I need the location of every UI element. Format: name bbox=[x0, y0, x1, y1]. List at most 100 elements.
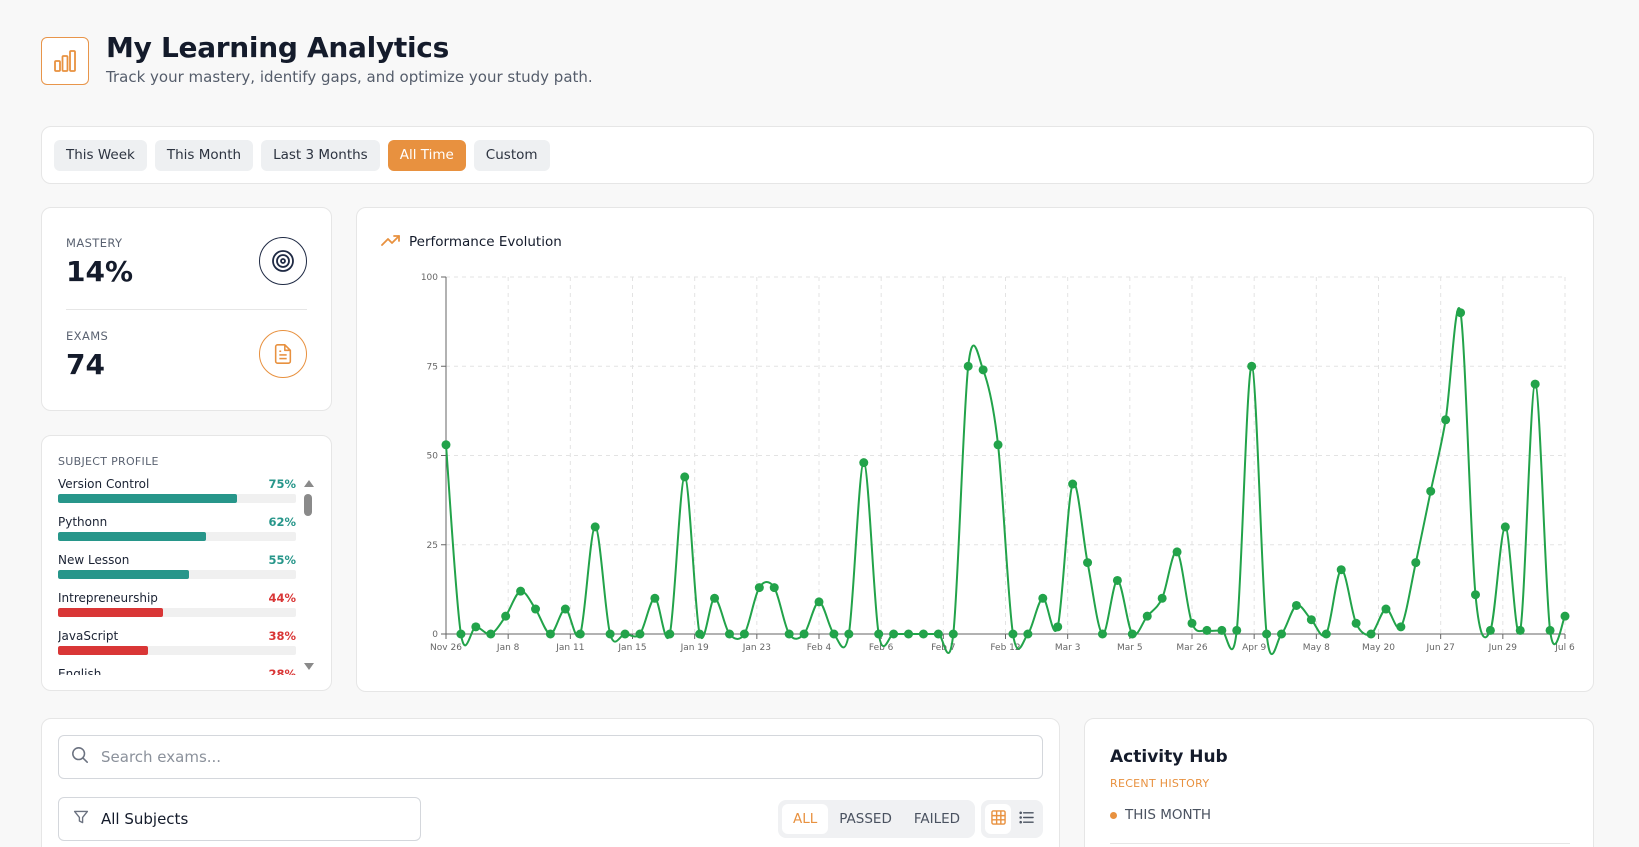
list-icon bbox=[1018, 810, 1034, 829]
subject-percent: 75% bbox=[268, 477, 296, 491]
subject-item: English 28% bbox=[58, 667, 296, 675]
data-point bbox=[784, 629, 794, 639]
subject-percent: 28% bbox=[268, 667, 296, 675]
data-point bbox=[754, 583, 764, 593]
filter-all-time[interactable]: All Time bbox=[387, 139, 466, 171]
activity-hub-card: Activity Hub RECENT HISTORY THIS MONTH bbox=[1084, 718, 1594, 847]
subject-profile-title: SUBJECT PROFILE bbox=[58, 455, 159, 468]
x-tick-label: Mar 26 bbox=[1176, 643, 1208, 653]
data-point bbox=[1262, 629, 1272, 639]
scroll-down-arrow[interactable] bbox=[304, 663, 314, 670]
scroll-up-arrow[interactable] bbox=[304, 480, 314, 487]
data-point bbox=[501, 611, 511, 621]
data-point bbox=[1500, 522, 1510, 532]
tab-passed[interactable]: PASSED bbox=[839, 811, 892, 827]
data-point bbox=[1306, 615, 1316, 625]
x-tick-label: Jan 11 bbox=[555, 643, 584, 653]
data-point bbox=[456, 629, 466, 639]
filter-last-3-months[interactable]: Last 3 Months bbox=[261, 139, 380, 171]
data-point bbox=[1485, 625, 1495, 635]
subject-list[interactable]: Version Control 75% Pythonn 62% New Lesson 55… bbox=[58, 477, 296, 675]
data-point bbox=[1083, 558, 1093, 568]
data-point bbox=[1291, 600, 1301, 610]
data-point bbox=[1247, 361, 1257, 371]
scrollbar-thumb[interactable] bbox=[304, 494, 312, 516]
chart-header: Performance Evolution bbox=[381, 232, 562, 251]
x-tick-label: Jan 15 bbox=[617, 643, 646, 653]
data-point bbox=[575, 629, 585, 639]
data-point bbox=[1530, 379, 1540, 389]
subject-filter-select[interactable]: All Subjects bbox=[58, 797, 421, 841]
data-point bbox=[1426, 486, 1436, 496]
activity-hub-title: Activity Hub bbox=[1110, 747, 1228, 767]
data-point bbox=[1023, 629, 1033, 639]
data-point bbox=[1336, 565, 1346, 575]
data-point bbox=[1277, 629, 1287, 639]
data-point bbox=[918, 629, 928, 639]
data-point bbox=[680, 472, 690, 482]
data-point bbox=[1232, 625, 1242, 635]
data-point bbox=[814, 597, 824, 607]
data-point bbox=[724, 629, 734, 639]
tab-failed[interactable]: FAILED bbox=[913, 811, 961, 827]
data-point bbox=[1112, 575, 1122, 585]
x-tick-label: Jun 29 bbox=[1488, 643, 1518, 653]
list-view-button[interactable] bbox=[1013, 804, 1039, 834]
data-point bbox=[1411, 558, 1421, 568]
data-point bbox=[1441, 415, 1451, 425]
filter-this-month[interactable]: This Month bbox=[154, 139, 254, 171]
chart-title: Performance Evolution bbox=[409, 233, 562, 250]
subject-percent: 62% bbox=[268, 515, 296, 529]
data-point bbox=[486, 629, 496, 639]
subject-progress-track bbox=[58, 646, 296, 655]
x-tick-label: Nov 26 bbox=[430, 643, 462, 653]
data-point bbox=[1217, 625, 1227, 635]
search-icon bbox=[71, 746, 89, 768]
data-point bbox=[1560, 611, 1570, 621]
filter-this-week[interactable]: This Week bbox=[54, 139, 147, 171]
x-tick-label: Feb 7 bbox=[931, 643, 956, 653]
data-point bbox=[1396, 622, 1406, 632]
document-icon bbox=[259, 330, 307, 378]
tab-all[interactable]: ALL bbox=[782, 804, 829, 834]
subject-name: Pythonn bbox=[58, 515, 108, 529]
subject-name: Version Control bbox=[58, 477, 150, 491]
search-input[interactable] bbox=[101, 748, 1001, 766]
data-point bbox=[1470, 590, 1480, 600]
x-tick-label: May 8 bbox=[1303, 643, 1330, 653]
subject-progress-track bbox=[58, 494, 296, 503]
data-point bbox=[1202, 625, 1212, 635]
data-point bbox=[963, 361, 973, 371]
data-point bbox=[1068, 479, 1078, 489]
data-point bbox=[441, 440, 451, 450]
data-point bbox=[1187, 618, 1197, 628]
grid-icon bbox=[990, 809, 1006, 829]
exams-label: EXAMS bbox=[66, 329, 109, 343]
filter-custom[interactable]: Custom bbox=[473, 139, 550, 171]
subject-filter-value: All Subjects bbox=[101, 810, 189, 828]
data-point bbox=[859, 458, 869, 468]
subject-name: Intrepreneurship bbox=[58, 591, 158, 605]
subject-progress-fill bbox=[58, 532, 206, 541]
target-icon bbox=[259, 237, 307, 285]
period-dot bbox=[1110, 811, 1117, 819]
search-box[interactable] bbox=[58, 735, 1043, 779]
data-point bbox=[933, 629, 943, 639]
grid-view-button[interactable] bbox=[985, 804, 1011, 834]
data-point bbox=[948, 629, 958, 639]
data-point bbox=[1053, 622, 1063, 632]
subject-progress-track bbox=[58, 608, 296, 617]
x-tick-label: Mar 3 bbox=[1055, 643, 1081, 653]
subject-item: Version Control 75% bbox=[58, 477, 296, 515]
page-header: My Learning Analytics Track your mastery… bbox=[41, 30, 593, 86]
performance-line-chart: 0 25 50 75 100 Nov 26 Jan 8 Jan 11 Jan 15 Jan 19 J… bbox=[421, 273, 1575, 655]
data-point bbox=[1008, 629, 1018, 639]
data-point bbox=[874, 629, 884, 639]
exams-card: All Subjects ALL PASSED FAILED bbox=[41, 718, 1060, 847]
mastery-value: 14% bbox=[66, 255, 134, 288]
data-point bbox=[531, 604, 541, 614]
data-point bbox=[605, 629, 615, 639]
data-point bbox=[1545, 625, 1555, 635]
x-tick-label: Feb 6 bbox=[869, 643, 894, 653]
y-tick-label: 25 bbox=[427, 541, 438, 551]
